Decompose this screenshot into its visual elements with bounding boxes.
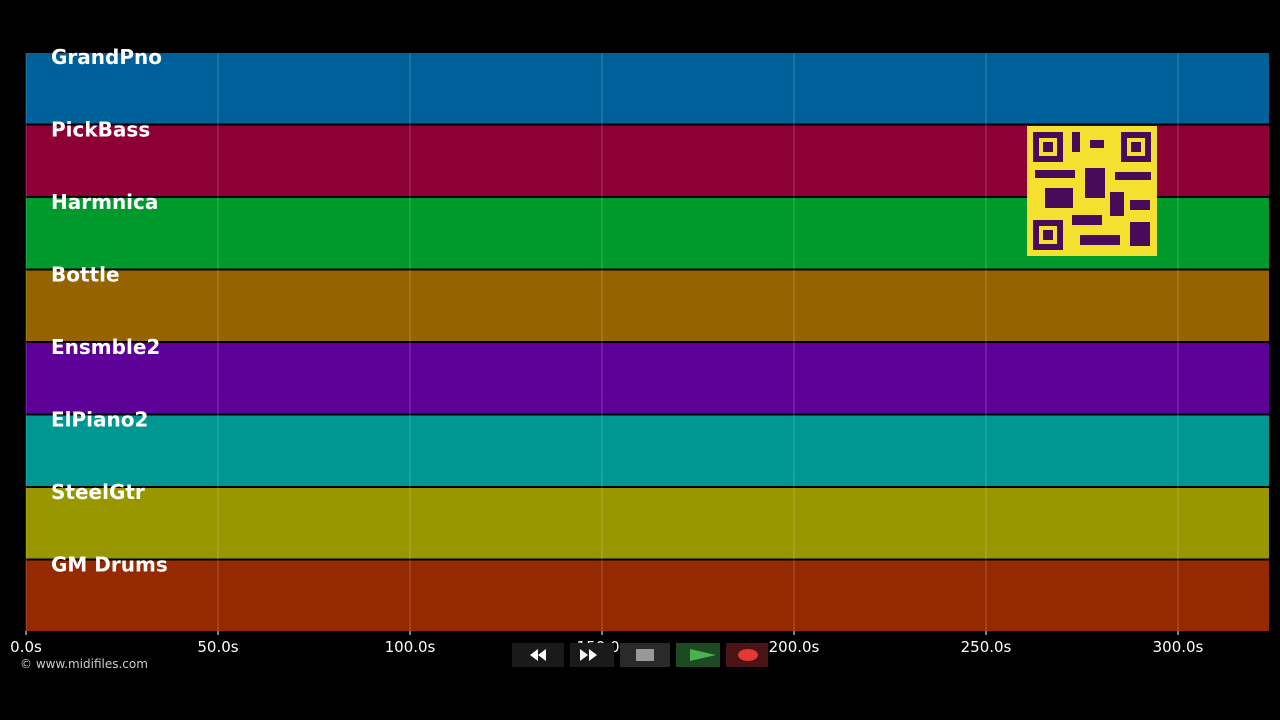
record-button[interactable] xyxy=(726,643,768,667)
track-name: PickBass xyxy=(51,118,150,142)
transport-controls xyxy=(512,643,768,667)
track-name: Ensmble2 xyxy=(51,335,160,359)
stop-button[interactable] xyxy=(620,643,670,667)
track-name: Harmnica xyxy=(51,190,158,214)
track-lane xyxy=(26,270,1269,341)
track-name: ElPiano2 xyxy=(51,408,148,432)
tick-label: 50.0s xyxy=(197,638,238,656)
track-names: GrandPno PickBass Harmnica Bottle Ensmble2 El… xyxy=(51,45,168,577)
track-lane xyxy=(26,560,1269,631)
tick-label: 0.0s xyxy=(10,638,42,656)
forward-button[interactable] xyxy=(570,643,614,667)
track-name: GrandPno xyxy=(51,45,162,69)
rewind-button[interactable] xyxy=(512,643,564,667)
track-name: Bottle xyxy=(51,263,120,287)
track-name: GM Drums xyxy=(51,553,168,577)
track-lane xyxy=(26,488,1269,559)
track-lane xyxy=(26,343,1269,414)
track-lane xyxy=(26,53,1269,124)
track-name: SteelGtr xyxy=(51,480,145,504)
track-lane xyxy=(26,415,1269,486)
play-button[interactable] xyxy=(676,643,720,667)
tick-label: 100.0s xyxy=(385,638,436,656)
qr-code xyxy=(1027,126,1157,256)
grid xyxy=(25,53,1179,631)
tick-label: 300.0s xyxy=(1153,638,1204,656)
copyright: © www.midifiles.com xyxy=(20,657,148,671)
tick-label: 250.0s xyxy=(961,638,1012,656)
tick-label: 200.0s xyxy=(769,638,820,656)
